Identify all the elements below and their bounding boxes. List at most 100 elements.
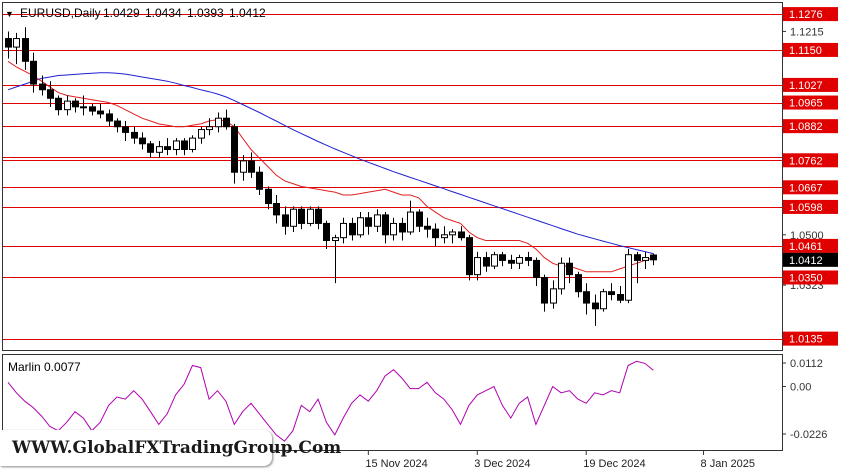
candle-body [340,222,347,239]
ohlc-high: 1.0434 [145,6,182,20]
candle-body [332,237,339,241]
level-labels-layer: 1.1276 1.1150 1.1027 1.0965 1.0882 1.0762 1.06… [783,7,838,346]
candle-body [625,254,632,301]
level-label: 1.1150 [789,45,822,57]
level-label: 1.0882 [789,121,823,133]
candle-body [64,100,71,111]
candle-body [215,117,222,128]
x-tick-label: 8 Jan 2025 [701,458,755,470]
candle-body [634,254,641,261]
candle-body [617,294,624,301]
time-axis: 15 Nov 2024 3 Dec 2024 19 Dec 2024 8 Jan 20… [365,450,755,470]
candle-body [30,60,37,85]
ohlc-open: 1.0429 [103,6,140,20]
candle-body [382,214,389,236]
level-label: 1.1027 [789,80,823,92]
candle-body [525,257,532,261]
osc-tick-label: 0.0112 [790,358,823,370]
candle-body [240,160,247,173]
candle-body [147,143,154,153]
candle-body [290,208,297,227]
candle-body [491,254,498,267]
candle-body [89,106,96,112]
moving-averages [7,60,654,273]
current-price-box [783,252,838,267]
candle-body [273,203,280,216]
candle-body [39,83,46,91]
level-label: 1.0461 [789,241,823,253]
ma-blue-line [7,72,654,255]
candle-body [206,126,213,131]
candle-body [80,106,87,109]
candle-body [55,97,62,111]
level-label: 1.0965 [789,98,823,110]
candle-body [256,171,263,190]
chart-title: EURUSD,Daily [20,6,101,20]
level-label-box [783,180,838,195]
candle-body [365,217,372,227]
candle-body [265,188,272,205]
candle-body [499,254,506,261]
candle-body [106,113,113,122]
levels-layer [3,14,782,340]
level-label: 1.0762 [789,155,823,167]
candle-body [357,217,364,236]
candle-body [282,214,289,227]
candle-body [97,110,104,115]
candle-body [449,231,456,236]
level-label-box [783,238,838,253]
candle-body [474,257,481,276]
candle-body [533,259,540,278]
candle-body [424,225,431,230]
osc-tick-label: 0.00 [790,382,811,394]
candle-body [298,208,305,224]
level-label: 1.0598 [789,202,823,214]
x-tick-label: 3 Dec 2024 [474,458,530,470]
ma-red-line [7,60,654,273]
level-label-box [783,270,838,285]
candle-body [550,288,557,304]
candles-layer [5,27,657,326]
candle-body [441,234,448,239]
candle-body [231,126,238,173]
candle-body [541,276,548,304]
candle-body [600,291,607,310]
candle-body [22,38,29,62]
candle-body [650,254,657,261]
level-label: 1.0135 [789,334,823,346]
candle-body [416,211,423,227]
candle-body [223,117,230,128]
candle-body [483,257,490,267]
candle-body [407,211,414,233]
x-tick-label: 15 Nov 2024 [365,458,427,470]
candle-body [189,137,196,150]
indicator-panel [2,354,783,451]
candle-body [432,228,439,239]
candle-body [173,140,180,150]
candle-body [399,222,406,233]
level-label: 1.0667 [789,182,823,194]
candle-body [323,222,330,241]
candle-body [349,222,356,236]
candle-body [47,89,54,99]
candle-body [248,160,255,173]
level-label-box [783,199,838,214]
candle-body [583,291,590,304]
candle-body [374,214,381,227]
candle-body [466,237,473,276]
symbol-triangle-icon: ▼ [5,9,14,19]
candle-body [566,262,573,276]
y-tick-label: 1.1215 [790,26,824,38]
candle-body [307,208,314,224]
level-label-box [783,95,838,110]
level-label-box [783,153,838,168]
indicator-title: Marlin 0.0077 [8,360,81,374]
level-label-box [783,119,838,134]
candle-body [5,38,12,48]
y-tick-label: 1.0500 [790,230,824,242]
price-panel [2,2,783,351]
level-label-box [783,42,838,57]
candle-body [131,131,138,139]
current-price-label: 1.0412 [789,255,823,267]
